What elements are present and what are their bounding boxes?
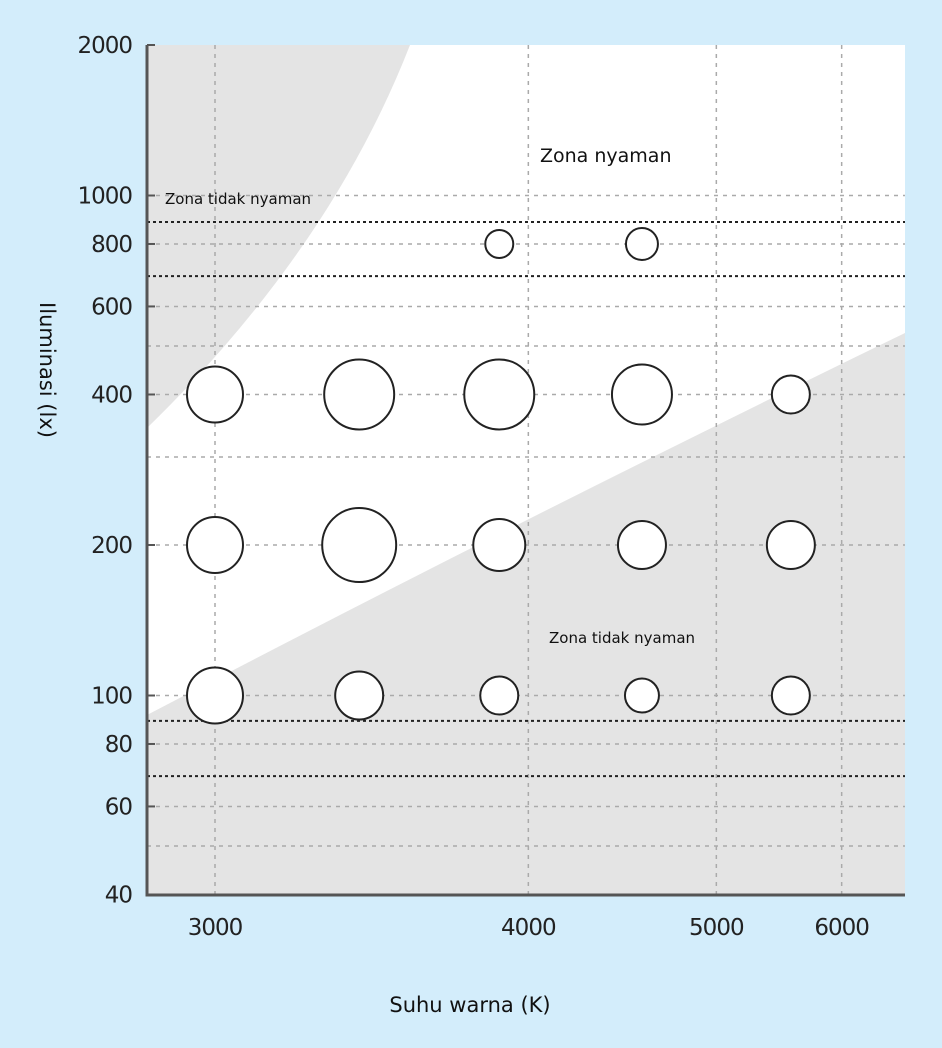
data-point — [616, 520, 667, 570]
y-axis-title: Iluminasi (lx) — [35, 302, 59, 438]
x-tick-label: 6000 — [814, 915, 869, 941]
y-tick-label: 600 — [91, 294, 132, 320]
x-axis-title: Suhu warna (K) — [389, 993, 550, 1017]
y-tick-label: 60 — [105, 794, 133, 820]
annotation-comfortable-zone: Zona nyaman — [540, 145, 672, 167]
data-point — [610, 363, 673, 426]
data-point — [472, 518, 527, 572]
x-ticks: 3000 4000 5000 6000 — [188, 915, 871, 941]
y-ticks: 40 60 80 100 200 400 600 800 1000 2000 — [77, 33, 155, 908]
y-tick-label: 2000 — [77, 33, 132, 59]
data-point — [770, 675, 811, 716]
data-point — [186, 516, 244, 574]
y-tick-label: 200 — [91, 533, 132, 559]
data-point — [186, 666, 244, 725]
uncomfortable-zone-upper — [147, 45, 410, 428]
annotation-uncomfortable-upper: Zona tidak nyaman — [165, 190, 311, 208]
data-point — [484, 228, 515, 259]
data-point — [463, 358, 536, 431]
data-point — [770, 374, 811, 415]
y-tick-label: 1000 — [77, 184, 132, 210]
uncomfortable-zone-lower — [147, 333, 905, 895]
x-tick-label: 3000 — [188, 915, 243, 941]
y-tick-label: 40 — [105, 882, 133, 908]
points — [186, 226, 816, 725]
data-point — [334, 670, 385, 721]
data-point — [765, 520, 816, 570]
data-point — [623, 677, 660, 714]
x-tick-label: 4000 — [501, 915, 556, 941]
y-tick-label: 800 — [91, 232, 132, 258]
data-point — [624, 226, 659, 261]
data-point — [321, 507, 398, 583]
reference-lines — [147, 221, 905, 778]
x-tick-label: 5000 — [689, 915, 744, 941]
y-tick-label: 80 — [105, 732, 133, 758]
y-tick-label: 400 — [91, 382, 132, 408]
data-point — [479, 675, 520, 716]
data-point — [186, 365, 244, 424]
annotation-uncomfortable-lower: Zona tidak nyaman — [549, 629, 695, 647]
data-point — [323, 358, 396, 431]
y-tick-label: 100 — [91, 684, 132, 710]
